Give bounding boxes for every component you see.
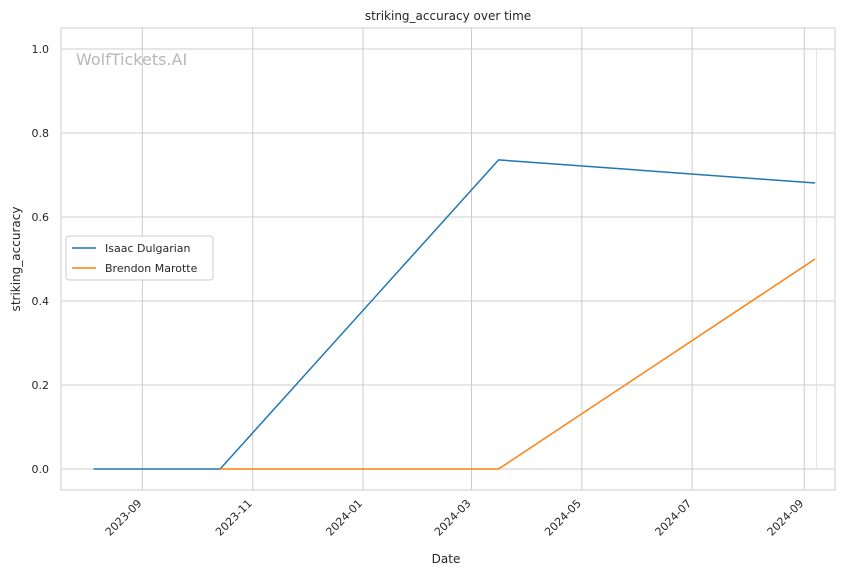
y-tick-label: 0.2 xyxy=(32,379,50,392)
x-tick-label: 2024-01 xyxy=(323,497,365,539)
x-tick-label: 2023-09 xyxy=(103,497,145,539)
y-tick-label: 0.0 xyxy=(32,463,50,476)
x-tick-label: 2024-09 xyxy=(765,497,807,539)
legend-label-isaac-dulgarian: Isaac Dulgarian xyxy=(105,242,191,255)
watermark: WolfTickets.AI xyxy=(76,50,187,69)
x-axis-label: Date xyxy=(432,552,461,566)
y-tick-label: 0.4 xyxy=(32,295,50,308)
x-tick-label: 2024-07 xyxy=(653,497,695,539)
y-tick-label: 1.0 xyxy=(32,43,50,56)
y-tick-label: 0.8 xyxy=(32,127,50,140)
series-layer xyxy=(93,159,816,470)
chart-title: striking_accuracy over time xyxy=(365,9,531,23)
legend-label-brendon-marotte: Brendon Marotte xyxy=(105,262,198,275)
series-line-isaac-dulgarian xyxy=(93,159,816,470)
x-tick-label: 2024-03 xyxy=(432,497,474,539)
y-axis-label: striking_accuracy xyxy=(9,207,23,312)
y-tick-label: 0.6 xyxy=(32,211,50,224)
legend-box xyxy=(65,235,214,281)
legend: Isaac Dulgarian Brendon Marotte xyxy=(65,235,214,281)
series-line-brendon-marotte xyxy=(220,258,816,470)
x-tick-label: 2023-11 xyxy=(213,497,255,539)
x-tick-label: 2024-05 xyxy=(542,497,584,539)
